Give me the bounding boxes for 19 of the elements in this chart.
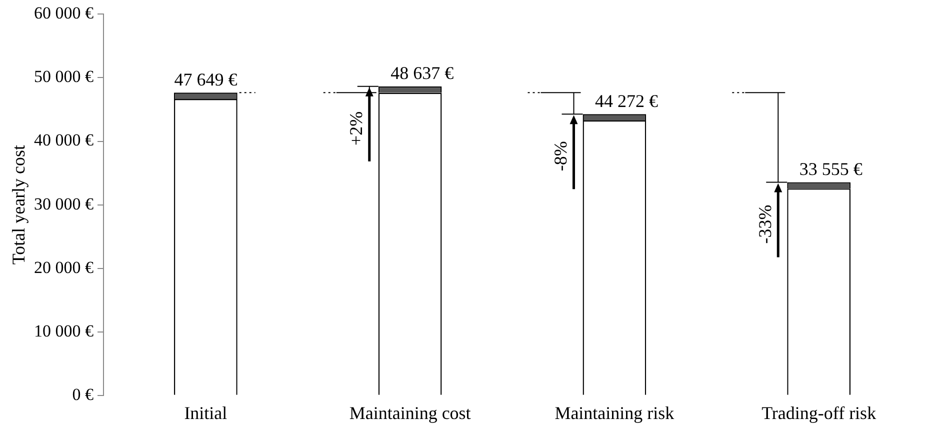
y-tick-label: 10 000 €	[34, 321, 94, 340]
annotation: -33%	[754, 204, 775, 244]
annotation: -8%	[550, 141, 570, 172]
y-tick-label: 0 €	[72, 384, 94, 404]
total-label: 47 649 €	[174, 69, 238, 90]
annotation: +2%	[346, 111, 366, 146]
x-tick-label: Trading-off risk	[762, 402, 876, 423]
y-tick-label: 40 000 €	[34, 130, 94, 150]
y-axis-title: Total yearly cost	[8, 144, 29, 265]
y-tick-label: 30 000 €	[34, 194, 94, 214]
total-label: 33 555 €	[799, 158, 862, 179]
x-tick-label: Maintaining cost	[349, 402, 471, 423]
x-tick-label: Initial	[184, 402, 228, 423]
total-label: 48 637 €	[390, 63, 454, 84]
y-tick-label: 50 000 €	[34, 67, 94, 86]
y-tick-label: 20 000 €	[34, 258, 94, 277]
total-label: 44 272 €	[594, 90, 658, 111]
y-tick-label: 60 000 €	[34, 4, 94, 23]
x-tick-label: Maintaining risk	[554, 402, 674, 423]
